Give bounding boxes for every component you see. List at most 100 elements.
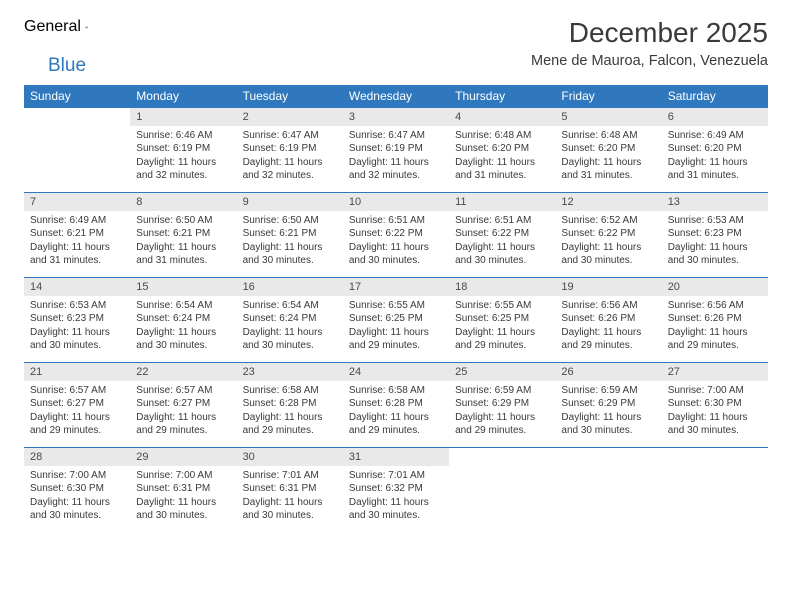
day-detail-cell xyxy=(555,466,661,532)
daylight-line: Daylight: 11 hours and 30 minutes. xyxy=(349,242,429,267)
daylight-line: Daylight: 11 hours and 31 minutes. xyxy=(455,157,535,182)
dayhead-mon: Monday xyxy=(130,85,236,108)
sunset-line: Sunset: 6:19 PM xyxy=(243,143,317,154)
daylight-line: Daylight: 11 hours and 30 minutes. xyxy=(243,327,323,352)
daylight-line: Daylight: 11 hours and 32 minutes. xyxy=(349,157,429,182)
daynum-row: 14151617181920 xyxy=(24,277,768,296)
day-number-cell: 5 xyxy=(555,107,661,126)
day-number-cell: 25 xyxy=(449,362,555,381)
daylight-line: Daylight: 11 hours and 30 minutes. xyxy=(243,497,323,522)
day-detail-cell: Sunrise: 6:49 AMSunset: 6:20 PMDaylight:… xyxy=(662,126,768,193)
day-detail-cell: Sunrise: 6:54 AMSunset: 6:24 PMDaylight:… xyxy=(130,296,236,363)
daynum-row: 21222324252627 xyxy=(24,362,768,381)
sunrise-line: Sunrise: 6:54 AM xyxy=(243,300,319,311)
sunrise-line: Sunrise: 6:55 AM xyxy=(349,300,425,311)
sunset-line: Sunset: 6:20 PM xyxy=(455,143,529,154)
sunrise-line: Sunrise: 6:57 AM xyxy=(136,385,212,396)
sunset-line: Sunset: 6:31 PM xyxy=(243,483,317,494)
detail-row: Sunrise: 6:53 AM Sunset: 6:23 PM Daylight:… xyxy=(24,296,768,363)
day-number-cell: 11 xyxy=(449,192,555,211)
day-number-cell: 9 xyxy=(237,192,343,211)
day-number-cell: 12 xyxy=(555,192,661,211)
day-detail-cell xyxy=(449,466,555,532)
daylight-line: Daylight: 11 hours and 29 minutes. xyxy=(668,327,748,352)
sunrise-line: Sunrise: 6:58 AM xyxy=(243,385,319,396)
sunrise-line: Sunrise: 6:52 AM xyxy=(561,215,637,226)
day-detail-cell: Sunrise: 6:56 AMSunset: 6:26 PMDaylight:… xyxy=(662,296,768,363)
sunrise-line: Sunrise: 6:51 AM xyxy=(349,215,425,226)
sunset-line: Sunset: 6:22 PM xyxy=(561,228,635,239)
day-number-cell: 3 xyxy=(343,107,449,126)
sunset-line: Sunset: 6:21 PM xyxy=(243,228,317,239)
day-number-cell: 2 xyxy=(237,107,343,126)
day-number-cell xyxy=(449,447,555,466)
daylight-line: Daylight: 11 hours and 30 minutes. xyxy=(561,412,641,437)
sunrise-line: Sunrise: 6:48 AM xyxy=(561,130,637,141)
sunrise-line: Sunrise: 6:51 AM xyxy=(455,215,531,226)
sunrise-line: Sunrise: 6:54 AM xyxy=(136,300,212,311)
daylight-line: Daylight: 11 hours and 29 minutes. xyxy=(243,412,323,437)
sunrise-line: Sunrise: 6:53 AM xyxy=(30,300,106,311)
detail-row: Sunrise: 6:49 AMSunset: 6:21 PMDaylight:… xyxy=(24,211,768,278)
day-number-cell: 15 xyxy=(130,277,236,296)
daylight-line: Daylight: 11 hours and 30 minutes. xyxy=(349,497,429,522)
sunset-line: Sunset: 6:27 PM xyxy=(30,398,104,409)
day-number-cell: 13 xyxy=(662,192,768,211)
daylight-line: Daylight: 11 hours and 29 minutes. xyxy=(561,327,641,352)
daylight-line: Daylight: 11 hours and 30 minutes. xyxy=(561,242,641,267)
day-number-cell: 6 xyxy=(662,107,768,126)
daylight-line: Daylight: 11 hours and 30 minutes. xyxy=(668,242,748,267)
daylight-line: Daylight: 11 hours and 30 minutes. xyxy=(136,327,216,352)
day-number-cell: 14 xyxy=(24,277,130,296)
day-number-cell: 31 xyxy=(343,447,449,466)
day-detail-cell xyxy=(662,466,768,532)
sunrise-line: Sunrise: 6:56 AM xyxy=(561,300,637,311)
sunrise-line: Sunrise: 6:50 AM xyxy=(243,215,319,226)
sunset-line: Sunset: 6:29 PM xyxy=(455,398,529,409)
day-detail-cell: Sunrise: 6:52 AM Sunset: 6:22 PM Daylight:… xyxy=(555,211,661,278)
day-number-cell xyxy=(662,447,768,466)
day-detail-cell: Sunrise: 6:49 AMSunset: 6:21 PMDaylight:… xyxy=(24,211,130,278)
day-detail-cell: Sunrise: 6:46 AMSunset: 6:19 PMDaylight:… xyxy=(130,126,236,193)
sunset-line: Sunset: 6:28 PM xyxy=(349,398,423,409)
day-detail-cell: Sunrise: 6:55 AMSunset: 6:25 PMDaylight:… xyxy=(449,296,555,363)
logo: General xyxy=(24,18,105,36)
day-number-cell: 20 xyxy=(662,277,768,296)
day-detail-cell: Sunrise: 7:00 AMSunset: 6:31 PMDaylight:… xyxy=(130,466,236,532)
day-detail-cell: Sunrise: 6:47 AMSunset: 6:19 PMDaylight:… xyxy=(343,126,449,193)
sunset-line: Sunset: 6:19 PM xyxy=(136,143,210,154)
sunset-line: Sunset: 6:23 PM xyxy=(30,313,104,324)
day-number-cell: 16 xyxy=(237,277,343,296)
daynum-row: 123456 xyxy=(24,107,768,126)
sunrise-line: Sunrise: 6:56 AM xyxy=(668,300,744,311)
sunset-line: Sunset: 6:32 PM xyxy=(349,483,423,494)
sunrise-line: Sunrise: 6:58 AM xyxy=(349,385,425,396)
day-detail-cell: Sunrise: 6:47 AMSunset: 6:19 PMDaylight:… xyxy=(237,126,343,193)
day-detail-cell: Sunrise: 6:58 AM Sunset: 6:28 PM Daylight:… xyxy=(343,381,449,448)
day-detail-cell: Sunrise: 6:55 AMSunset: 6:25 PMDaylight:… xyxy=(343,296,449,363)
daylight-line: Daylight: 11 hours and 29 minutes. xyxy=(349,412,429,437)
day-detail-cell: Sunrise: 6:59 AMSunset: 6:29 PMDaylight:… xyxy=(449,381,555,448)
day-detail-cell: Sunrise: 7:00 AMSunset: 6:30 PMDaylight:… xyxy=(24,466,130,532)
day-detail-cell: Sunrise: 6:59 AMSunset: 6:29 PMDaylight:… xyxy=(555,381,661,448)
day-detail-cell: Sunrise: 6:54 AM Sunset: 6:24 PM Daylight:… xyxy=(237,296,343,363)
day-number-cell: 7 xyxy=(24,192,130,211)
sunset-line: Sunset: 6:24 PM xyxy=(243,313,317,324)
detail-row: Sunrise: 6:46 AMSunset: 6:19 PMDaylight:… xyxy=(24,126,768,193)
sunset-line: Sunset: 6:31 PM xyxy=(136,483,210,494)
logo-text-general: General xyxy=(24,18,81,36)
day-number-cell: 18 xyxy=(449,277,555,296)
sunrise-line: Sunrise: 6:48 AM xyxy=(455,130,531,141)
sunset-line: Sunset: 6:23 PM xyxy=(668,228,742,239)
dayhead-sun: Sunday xyxy=(24,85,130,108)
sunset-line: Sunset: 6:25 PM xyxy=(455,313,529,324)
day-number-cell xyxy=(24,107,130,126)
sunset-line: Sunset: 6:25 PM xyxy=(349,313,423,324)
dayhead-wed: Wednesday xyxy=(343,85,449,108)
daylight-line: Daylight: 11 hours and 31 minutes. xyxy=(136,242,216,267)
dayhead-thu: Thursday xyxy=(449,85,555,108)
sunset-line: Sunset: 6:29 PM xyxy=(561,398,635,409)
day-number-cell: 17 xyxy=(343,277,449,296)
day-number-cell: 26 xyxy=(555,362,661,381)
calendar-table: Sunday Monday Tuesday Wednesday Thursday… xyxy=(24,85,768,532)
